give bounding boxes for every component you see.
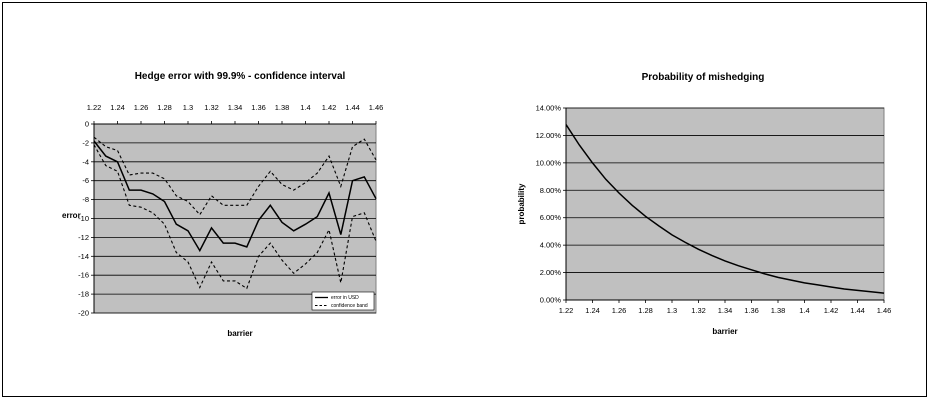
chart1-ytick-label: -6 xyxy=(82,176,89,185)
chart2-title: Probability of mishedging xyxy=(642,72,765,83)
chart2-xtick-label: 1.44 xyxy=(850,306,865,315)
chart1-legend-label-error: error in USD xyxy=(331,295,359,301)
chart1-xtick-label: 1.24 xyxy=(110,103,125,112)
chart1-ytick-label: -10 xyxy=(78,214,89,223)
chart2-ytick-label: 0.00% xyxy=(540,296,562,305)
chart2-ytick-label: 14.00% xyxy=(536,104,562,113)
chart2-xtick-label: 1.22 xyxy=(559,306,574,315)
chart1-series-confidence-band-line xyxy=(93,144,377,290)
chart2-ytick-label: 10.00% xyxy=(536,158,562,167)
chart1-xtick-label: 1.4 xyxy=(300,103,310,112)
chart2-xtick-label: 1.42 xyxy=(824,306,839,315)
chart1-xtick-label: 1.3 xyxy=(183,103,193,112)
chart1-xtick-label: 1.42 xyxy=(322,103,337,112)
chart1-ytick-label: -20 xyxy=(78,309,89,318)
chart1-xtick-label: 1.22 xyxy=(87,103,102,112)
chart2-xtick-label: 1.28 xyxy=(638,306,653,315)
chart1-ytick-label: -8 xyxy=(82,195,89,204)
chart1-series-confidence-band-line xyxy=(93,136,377,216)
chart2-ytick-label: 6.00% xyxy=(540,213,562,222)
chart1-xtick-label: 1.36 xyxy=(251,103,266,112)
chart1-xtick-label: 1.32 xyxy=(204,103,219,112)
chart2-xtick-label: 1.38 xyxy=(771,306,786,315)
chart2-xtick-label: 1.4 xyxy=(799,306,809,315)
chart2-ytick-label: 2.00% xyxy=(540,268,562,277)
chart2-ytick-label: 12.00% xyxy=(536,131,562,140)
chart2-xtick-label: 1.24 xyxy=(585,306,600,315)
chart1-ytick-label: -16 xyxy=(78,271,89,280)
chart2-xtick-label: 1.36 xyxy=(744,306,759,315)
chart1-ytick-label: 0 xyxy=(85,120,89,129)
chart1-xtick-label: 1.26 xyxy=(134,103,149,112)
chart2-xtick-label: 1.46 xyxy=(877,306,892,315)
chart2-xtick-label: 1.26 xyxy=(612,306,627,315)
chart1-ytick-label: -18 xyxy=(78,290,89,299)
chart2-ytick-label: 4.00% xyxy=(540,241,562,250)
chart2-xtick-label: 1.3 xyxy=(667,306,677,315)
chart1-legend xyxy=(311,291,375,311)
chart1-ytick-label: -4 xyxy=(82,157,89,166)
chart2-plot-area xyxy=(565,107,885,301)
chart1-xtick-label: 1.34 xyxy=(228,103,243,112)
chart1-ytick-label: -14 xyxy=(78,252,89,261)
chart2-xtick-label: 1.34 xyxy=(718,306,733,315)
chart1-legend-label-band: confidence band xyxy=(331,303,368,309)
chart1-xtick-label: 1.28 xyxy=(157,103,172,112)
chart1-series-error-line xyxy=(93,140,377,253)
chart1-ytick-label: -2 xyxy=(82,138,89,147)
chart1-ytick-label: -12 xyxy=(78,233,89,242)
chart2-xtick-label: 1.32 xyxy=(691,306,706,315)
chart1-xlabel: barrier xyxy=(227,329,252,338)
chart1-ylabel: error xyxy=(62,211,81,220)
chart1-xtick-label: 1.38 xyxy=(275,103,290,112)
chart2-ylabel: probability xyxy=(517,183,526,224)
chart2-series-probability-line xyxy=(565,124,885,294)
chart1-xtick-label: 1.44 xyxy=(345,103,360,112)
chart1-xtick-label: 1.46 xyxy=(369,103,384,112)
chart1-title: Hedge error with 99.9% - confidence inte… xyxy=(135,71,346,82)
chart2-ytick-label: 8.00% xyxy=(540,186,562,195)
chart2-xlabel: barrier xyxy=(712,327,737,336)
